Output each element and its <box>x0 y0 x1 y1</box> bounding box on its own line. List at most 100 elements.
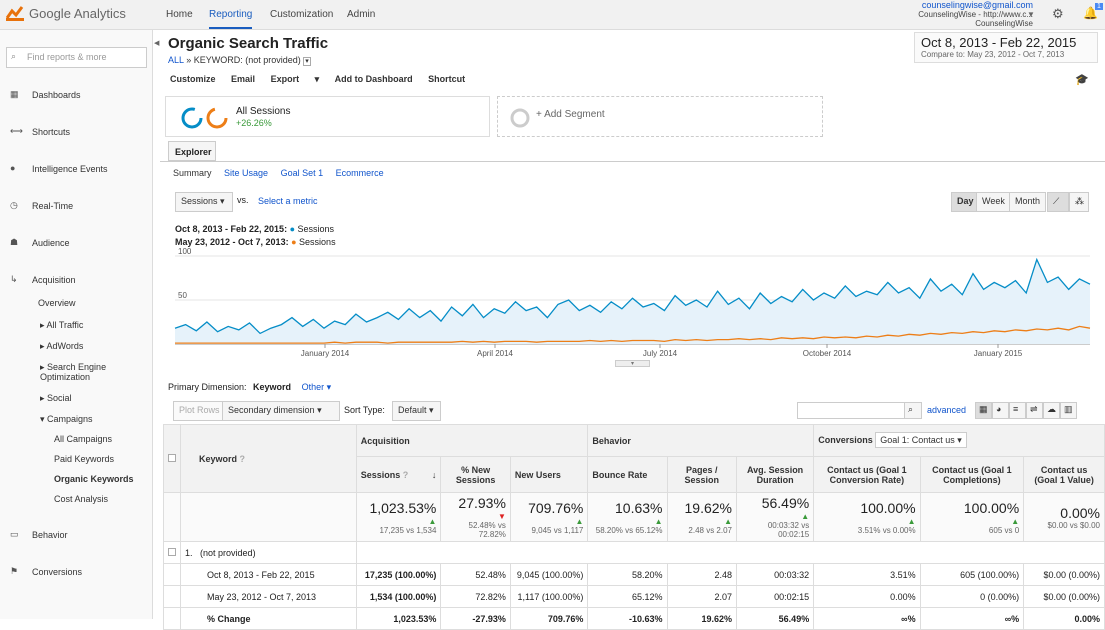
motion-chart-icon[interactable]: ⁂ <box>1069 192 1089 212</box>
report-toolbar: Customize Email Export ▾ Add to Dashboar… <box>170 74 478 85</box>
subtab-goal-set[interactable]: Goal Set 1 <box>280 168 324 178</box>
totals-comparison: $0.00 vs $0.00 <box>1047 520 1100 530</box>
line-chart-icon[interactable]: ⟋ <box>1047 192 1069 212</box>
sort-type-dropdown[interactable]: Default ▾ <box>392 401 441 421</box>
plot-rows-button[interactable]: Plot Rows <box>173 401 226 421</box>
keyword-column-header[interactable]: Keyword ? <box>180 424 357 493</box>
sidebar-item-label: Audience <box>32 238 70 248</box>
behavior-icon: ▭ <box>10 529 19 539</box>
legend-dot-icon: ● <box>291 237 297 247</box>
secondary-dimension-dropdown[interactable]: Secondary dimension ▾ <box>222 401 340 421</box>
select-metric-link[interactable]: Select a metric <box>258 196 318 206</box>
sidebar-sub-organic-keywords[interactable]: Organic Keywords <box>54 474 134 484</box>
sidebar-item-label: Intelligence Events <box>32 164 108 174</box>
totals-value: 0.00% <box>1060 504 1100 521</box>
ga-logo[interactable]: Google Analytics <box>6 5 126 21</box>
row-checkbox[interactable] <box>168 547 176 556</box>
export-label: Export <box>270 74 300 84</box>
col-header-avg-duration[interactable]: Avg. Session Duration <box>735 456 815 493</box>
col-header-pages-session[interactable]: Pages / Session <box>666 456 737 493</box>
account-dropdown-icon[interactable]: ▼ <box>1027 10 1035 19</box>
table-row[interactable]: 1. (not provided) <box>163 541 1105 564</box>
dimension-label: Primary Dimension: <box>168 382 247 392</box>
col-header-goal-value[interactable]: Contact us (Goal 1 Value) <box>1023 456 1105 493</box>
remove-filter-icon[interactable]: ▾ <box>303 57 311 66</box>
collapse-sidebar-icon[interactable]: ◀ <box>154 40 160 47</box>
sidebar-sub-all-campaigns[interactable]: All Campaigns <box>54 434 113 444</box>
chart-resize-handle[interactable]: ▾ <box>615 360 650 367</box>
export-button[interactable]: Export ▾ <box>270 74 320 84</box>
sidebar-sub-paid-keywords[interactable]: Paid Keywords <box>54 454 115 464</box>
nav-customization[interactable]: Customization <box>270 9 334 20</box>
sidebar-sub-all-traffic[interactable]: ▸ All Traffic <box>40 320 84 330</box>
nav-home[interactable]: Home <box>166 9 193 20</box>
row-cell: 2.48 <box>666 563 737 586</box>
segment-all-sessions[interactable]: All Sessions +26.26% <box>165 96 490 137</box>
sidebar-sub-campaigns[interactable]: ▾ Campaigns <box>40 414 93 424</box>
bell-icon[interactable]: 🔔 <box>1083 6 1098 20</box>
col-header-bounce-rate[interactable]: Bounce Rate <box>587 456 668 493</box>
col-header-sessions[interactable]: Sessions ? ↓ <box>355 456 442 493</box>
trend-down-icon: ▼ <box>497 512 506 521</box>
sidebar-sub-overview[interactable]: Overview <box>38 298 76 308</box>
totals-comparison: 605 vs 0 <box>988 525 1020 535</box>
date-range-picker[interactable]: Oct 8, 2013 - Feb 22, 2015 Compare to: M… <box>914 32 1098 63</box>
col-header-new-users[interactable]: New Users <box>509 456 589 493</box>
totals-cell: 27.93% ▼ 52.48% vs 72.82% <box>440 492 511 542</box>
tab-explorer[interactable]: Explorer <box>168 141 216 161</box>
add-to-dashboard-button[interactable]: Add to Dashboard <box>334 74 413 84</box>
acquisition-icon: ↳ <box>10 274 18 284</box>
table-view-pie-icon[interactable]: ◕ <box>992 402 1009 419</box>
shortcut-button[interactable]: Shortcut <box>428 74 466 84</box>
select-all-checkbox[interactable] <box>163 424 181 493</box>
education-icon[interactable]: 🎓 <box>1075 74 1089 86</box>
dimension-other[interactable]: Other ▾ <box>301 382 332 392</box>
subtab-site-usage[interactable]: Site Usage <box>224 168 269 178</box>
advanced-filter-link[interactable]: advanced <box>927 405 967 415</box>
col-header-conv-rate[interactable]: Contact us (Goal 1 Conversion Rate) <box>813 456 921 493</box>
table-row: Oct 8, 2013 - Feb 22, 2015 17,235 (100.00… <box>163 563 1105 586</box>
totals-cell: 1,023.53% ▲ 17,235 vs 1,534 <box>355 492 442 542</box>
table-view-data-icon[interactable]: ▦ <box>975 402 992 419</box>
table-search-input[interactable] <box>797 402 905 419</box>
search-input[interactable]: Find reports & more <box>6 47 147 68</box>
col-header-completions[interactable]: Contact us (Goal 1 Completions) <box>919 456 1025 493</box>
breadcrumb-all[interactable]: ALL <box>168 55 184 65</box>
flag-icon: ⚑ <box>10 566 19 576</box>
legend-range: May 23, 2012 - Oct 7, 2013: <box>175 237 289 247</box>
subtab-ecommerce[interactable]: Ecommerce <box>335 168 384 178</box>
gear-icon[interactable]: ⚙ <box>1052 6 1064 21</box>
x-tick-label: July 2014 <box>643 349 678 358</box>
add-segment-button[interactable]: + Add Segment <box>497 96 823 137</box>
granularity-week[interactable]: Week <box>976 192 1011 212</box>
email-button[interactable]: Email <box>231 74 256 84</box>
table-view-pivot-icon[interactable]: ▥ <box>1060 402 1077 419</box>
account-selector[interactable]: counselingwise@gmail.com CounselingWise … <box>918 0 1033 29</box>
x-tick-label: January 2015 <box>974 349 1023 358</box>
sidebar-sub-adwords[interactable]: ▸ AdWords <box>40 341 84 351</box>
granularity-month[interactable]: Month <box>1009 192 1047 212</box>
sidebar-sub-seo[interactable]: ▸ Search Engine Optimization <box>40 362 107 382</box>
metric-dropdown[interactable]: Sessions ▾ <box>175 192 233 212</box>
subtab-summary[interactable]: Summary <box>173 168 212 178</box>
dimension-keyword[interactable]: Keyword <box>253 382 292 392</box>
customize-button[interactable]: Customize <box>170 74 216 84</box>
table-view-performance-icon[interactable]: ≡ <box>1009 402 1026 419</box>
subtab-bar: Summary Site Usage Goal Set 1 Ecommerce <box>160 161 1105 185</box>
nav-admin[interactable]: Admin <box>347 9 376 20</box>
conversions-label: Conversions <box>818 435 873 445</box>
row-cell: 17,235 (100.00%) <box>355 563 442 586</box>
goal-dropdown[interactable]: Goal 1: Contact us ▾ <box>875 432 967 448</box>
table-view-comparison-icon[interactable]: ⇌ <box>1026 402 1043 419</box>
nav-reporting[interactable]: Reporting <box>209 9 253 29</box>
table-search-icon[interactable]: ⌕ <box>904 402 922 419</box>
granularity-day[interactable]: Day <box>951 192 980 212</box>
account-email: counselingwise@gmail.com <box>921 0 1033 10</box>
sessions-chart[interactable]: 100 50 January 2014 April 2014 July 2014 Octo… <box>165 248 1100 368</box>
sidebar-sub-cost-analysis[interactable]: Cost Analysis <box>54 494 109 504</box>
row-keyword[interactable]: (not provided) <box>200 547 256 558</box>
sidebar-sub-social[interactable]: ▸ Social <box>40 393 72 403</box>
col-header-new-sessions[interactable]: % New Sessions <box>440 456 511 493</box>
row-cell: 0.00% <box>813 585 921 608</box>
table-view-term-cloud-icon[interactable]: ☁ <box>1043 402 1060 419</box>
